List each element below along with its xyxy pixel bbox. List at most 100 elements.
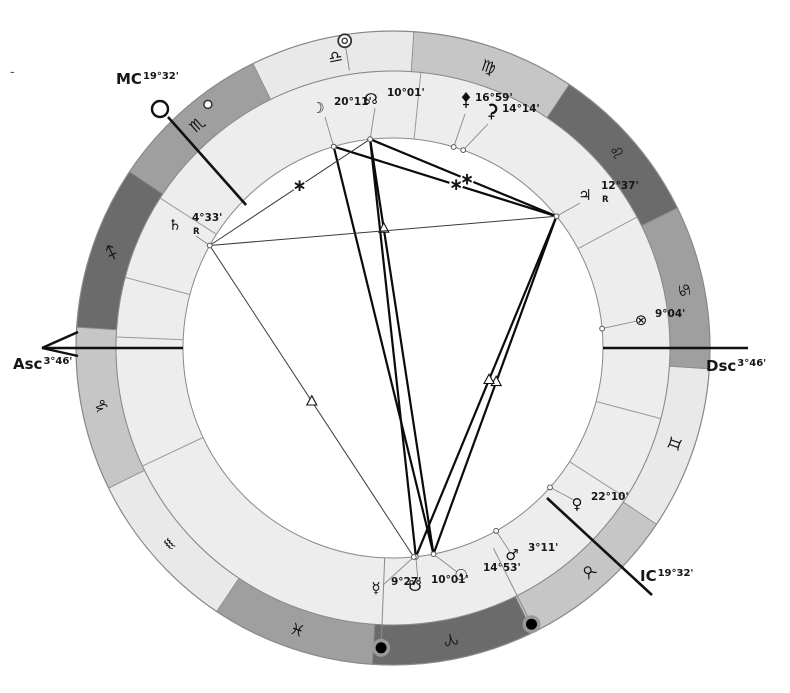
trine-glyph xyxy=(305,394,318,406)
axis-label-ic: IC19°32' xyxy=(640,567,694,585)
mars-icon: ♂ xyxy=(505,546,518,564)
house-cusp-line xyxy=(125,276,191,295)
house-cusp-line xyxy=(142,437,204,467)
axis-mc: MC19°32' xyxy=(116,70,248,206)
ceres-pointer-line xyxy=(462,123,489,151)
aspect-moon-jupiter xyxy=(333,145,557,218)
ceres-anchor-dot xyxy=(460,147,467,154)
planet-part-of-fortune: ⊗ 9°04' xyxy=(599,308,685,332)
saturn-retrograde-label: R xyxy=(193,227,200,237)
axes-group: Asc3°46' Dsc3°46' MC19°32' IC19°32' xyxy=(13,70,766,596)
planet-ceres: 14°14' xyxy=(460,103,540,154)
pallas-pointer-line xyxy=(453,113,466,148)
saturn-icon: ♄ xyxy=(168,216,181,234)
north-node-degree-label: 10°01' xyxy=(387,87,425,99)
planet-north-node: ☊ 10°01' xyxy=(364,87,425,143)
house-cusp-line xyxy=(159,197,217,235)
aspect-jupiter-south-node xyxy=(414,215,558,558)
aspect-north-node-south-node xyxy=(369,139,417,557)
taurus-rim-marker-tick xyxy=(492,547,529,618)
house-cusp-line xyxy=(569,461,627,499)
south-node-pointer-line xyxy=(415,556,419,583)
mars-pointer-line xyxy=(495,530,511,553)
mercury-pointer-line xyxy=(382,556,415,586)
house-cusp-line xyxy=(595,401,661,420)
north-node-icon: ☊ xyxy=(364,90,377,108)
saturn-degree-label: 4°33' xyxy=(192,212,222,224)
aspect-moon-sun xyxy=(332,146,435,555)
venus-pointer-line xyxy=(549,487,575,501)
mercury-anchor-dot xyxy=(410,554,417,560)
scorpio-rim-marker-circle xyxy=(203,99,213,110)
moon-anchor-dot xyxy=(330,143,337,150)
jupiter-degree-label: 12°37' xyxy=(601,180,639,192)
south-node-icon: ☋ xyxy=(408,577,421,595)
jupiter-pointer-line xyxy=(556,202,581,217)
mars-anchor-dot xyxy=(493,528,500,534)
sign-glyph-pisces: ♓ xyxy=(288,618,308,641)
south-node-degree-label: 10°01' xyxy=(431,574,469,586)
venus-anchor-dot xyxy=(547,484,553,491)
aspect-north-node-jupiter xyxy=(369,138,557,218)
pallas-anchor-dot xyxy=(450,144,457,150)
jupiter-anchor-dot xyxy=(553,213,560,220)
aspects-group: ∗∗∗ xyxy=(209,138,558,558)
mercury-degree-label: 9°27' xyxy=(391,576,421,588)
planet-pallas: 16°59' xyxy=(450,91,513,150)
ceres-degree-label: 14°14' xyxy=(502,103,540,115)
pallas-icon xyxy=(461,91,471,108)
house-cusp-line xyxy=(413,72,422,140)
sun-pointer-line xyxy=(433,553,458,573)
venus-degree-label: 22°10' xyxy=(591,491,629,503)
libra-rim-marker xyxy=(337,33,353,71)
mars-degree-label: 3°11' xyxy=(528,542,558,554)
ic-axis-line xyxy=(546,497,653,596)
sun-degree-label: 14°53' xyxy=(483,562,521,574)
aspect-saturn-north-node xyxy=(209,138,371,246)
north-node-pointer-line xyxy=(369,107,376,140)
axis-label-mc: MC19°32' xyxy=(116,70,179,88)
sign-glyph-cancer: ♋ xyxy=(674,281,695,299)
axis-label-dsc: Dsc3°46' xyxy=(706,357,766,375)
planet-mars: ♂ 3°11' xyxy=(493,528,558,564)
saturn-anchor-dot xyxy=(206,242,213,249)
sextile-glyph: ∗ xyxy=(460,169,474,189)
moon-pointer-line xyxy=(324,116,335,147)
asc-arrowhead xyxy=(41,330,79,350)
aspect-saturn-jupiter xyxy=(209,215,557,246)
part-of-fortune-pointer-line xyxy=(602,320,638,330)
planet-jupiter: ♃ 12°37' R xyxy=(553,180,639,220)
sign-glyph-virgo: ♍ xyxy=(479,55,499,78)
sextile-glyph: ∗ xyxy=(449,175,463,195)
house-cusp-line xyxy=(577,216,638,250)
libra-rim-marker-tick xyxy=(345,47,350,71)
axis-ic: IC19°32' xyxy=(546,497,694,596)
trine-glyph xyxy=(483,373,495,385)
part-of-fortune-degree-label: 9°04' xyxy=(655,308,685,320)
jupiter-icon: ♃ xyxy=(578,186,591,204)
jupiter-retrograde-label: R xyxy=(602,195,609,205)
sextile-glyph: ∗ xyxy=(292,176,306,196)
aries-rim-marker-dot xyxy=(375,642,387,654)
axis-dsc: Dsc3°46' xyxy=(603,346,766,375)
ceres-icon xyxy=(488,103,498,120)
mc-end-circle xyxy=(150,99,170,119)
sign-glyph-sagittarius: ♐ xyxy=(100,243,123,263)
planet-south-node: ☋ 10°01' xyxy=(408,553,469,595)
planet-saturn: ♄ 4°33' R xyxy=(168,212,222,249)
libra-rim-marker-inner xyxy=(341,37,349,45)
sign-glyph-aries: ♈ xyxy=(442,629,460,650)
sign-glyph-libra: ♎ xyxy=(326,46,344,67)
axis-asc: Asc3°46' xyxy=(13,330,183,373)
aspect-north-node-sun xyxy=(369,139,435,555)
sun-anchor-dot xyxy=(430,551,437,557)
mc-axis-line xyxy=(167,116,248,206)
venus-icon: ♀ xyxy=(572,495,583,513)
pallas-degree-label: 16°59' xyxy=(475,92,513,104)
axis-label-asc: Asc3°46' xyxy=(13,355,72,373)
sign-glyph-gemini: ♊ xyxy=(663,434,686,454)
planet-sun: ☉ 14°53' xyxy=(430,551,521,584)
aries-rim-marker xyxy=(372,557,391,657)
trine-glyph xyxy=(377,221,390,233)
